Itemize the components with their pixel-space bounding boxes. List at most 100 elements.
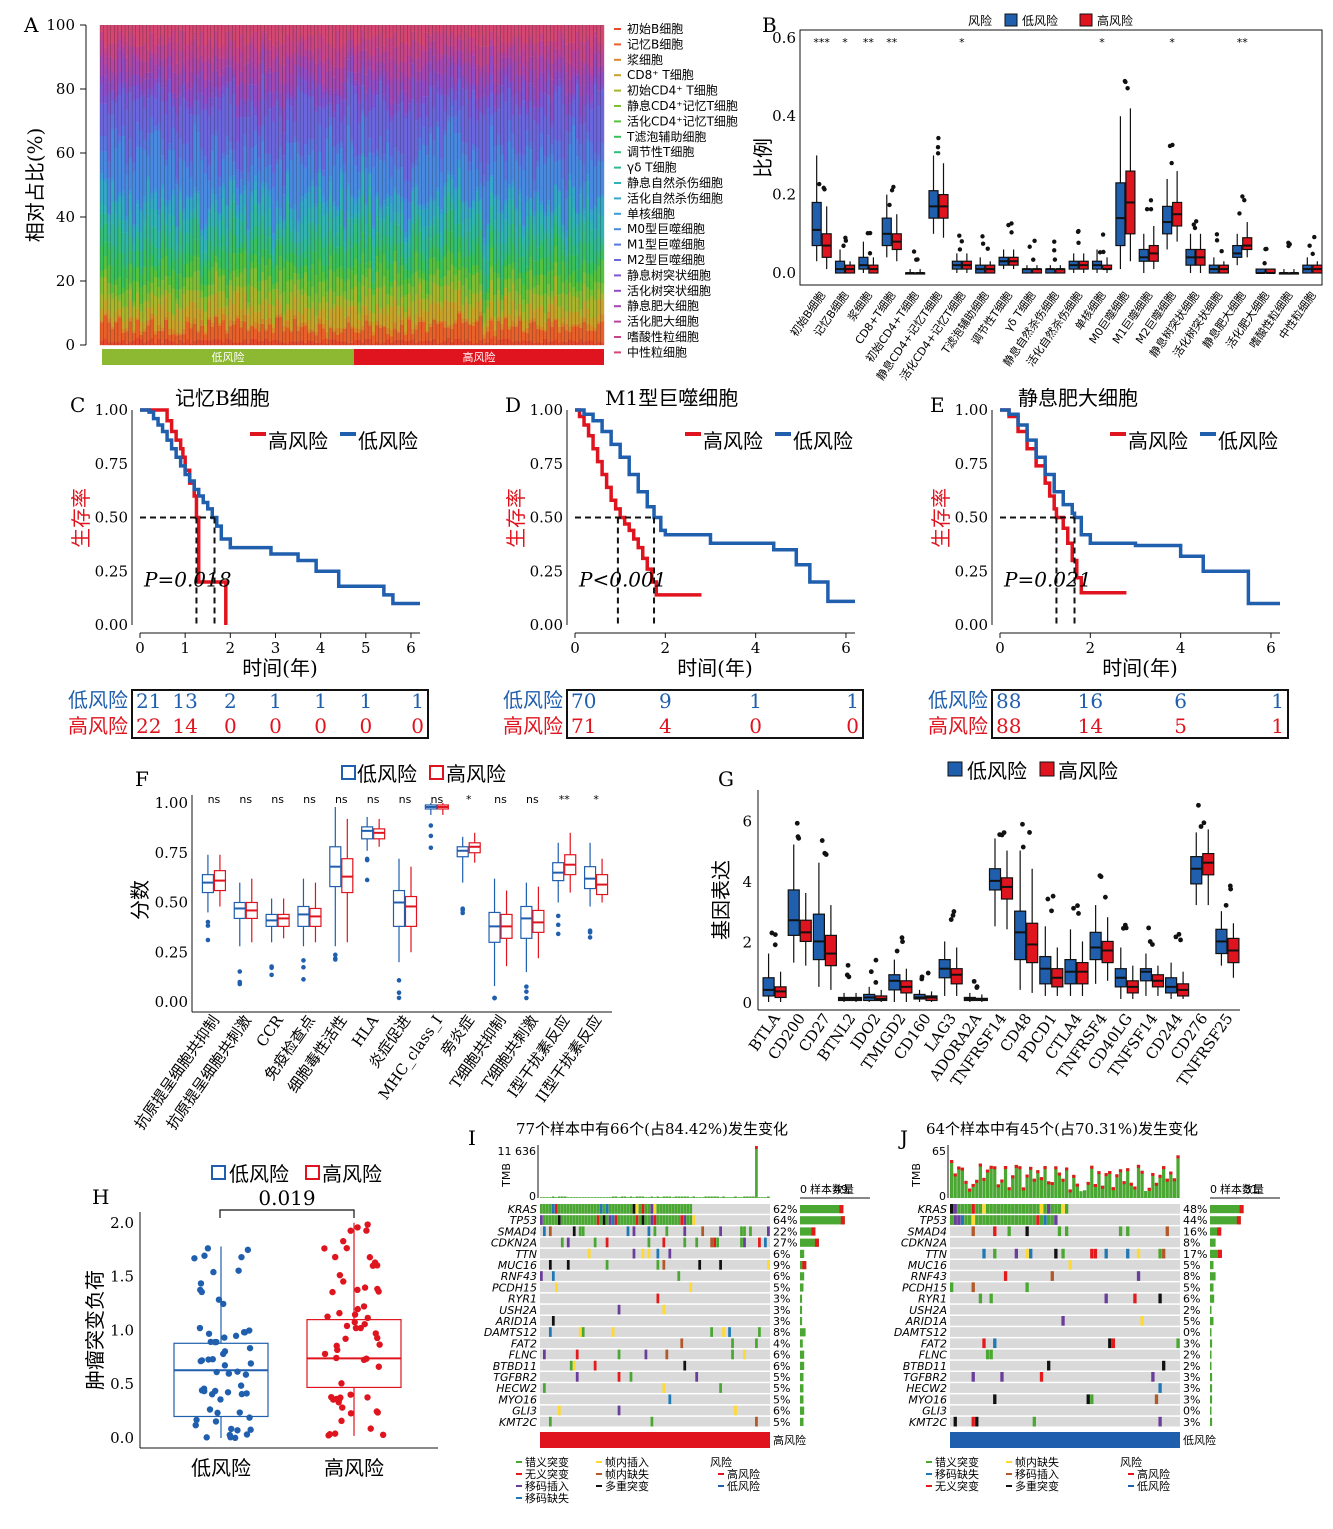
a-bar-segment [171,341,176,346]
a-bar-segment [475,272,480,294]
a-bar-segment [239,171,244,180]
a-bar-segment [242,191,247,206]
a-bar-segment [464,76,469,82]
a-bar-segment [185,290,190,307]
a-bar-segment [364,156,369,169]
a-bar-segment [192,255,197,272]
a-bar-segment [328,43,333,60]
a-bar-segment [307,223,312,246]
a-bar-segment [532,86,537,108]
a-bar-segment [385,142,390,195]
a-bar-segment [389,203,394,223]
a-bar-segment [532,309,537,318]
a-legend-label: M1型巨噬细胞 [627,237,705,252]
a-bar-segment [110,182,115,203]
a-bar-segment [546,271,551,285]
a-bar-segment [296,267,301,274]
a-bar-segment [210,134,215,151]
C-x-tick-label: 3 [271,639,281,657]
J-mut-cell [971,1226,975,1237]
a-bar-segment [178,93,183,106]
J-tmb-bar-top [1136,1164,1141,1168]
a-bar-segment [425,96,430,117]
a-bar-segment [389,329,394,337]
a-bar-segment [103,256,108,270]
C-x-tick-label: 4 [316,639,326,657]
a-bar-segment [439,246,444,254]
a-bar-segment [511,115,515,134]
a-bar-segment [461,322,465,343]
a-bar-segment [568,217,573,237]
a-bar-segment [589,67,594,76]
a-bar-segment [200,275,204,284]
I-mut-cell [767,1226,770,1237]
a-bar-segment [210,150,215,188]
I-mut-cell [554,1282,558,1293]
a-bar-segment [164,84,169,101]
a-bar-segment [371,79,376,95]
a-bar-segment [335,52,340,70]
a-bar-segment [518,165,522,190]
a-bar-segment [371,228,376,240]
a-bar-segment [142,42,147,62]
a-legend-label: 单核细胞 [627,207,675,221]
a-bar-segment [471,325,476,344]
J-mut-cell [1057,1204,1062,1214]
a-bar-segment [153,295,158,316]
g-outlier [823,852,829,857]
a-bar-segment [346,279,351,301]
J-mut-cell [967,1204,972,1214]
J-mut-cell [1104,1293,1108,1304]
J-tmb-bar [1072,1174,1076,1198]
a-bar-segment [475,120,480,148]
a-bar-segment [550,340,555,346]
a-bar-segment [410,333,415,340]
a-bar-segment [139,147,144,209]
a-bar-segment [550,144,555,154]
a-bar-segment [328,242,333,256]
a-bar-segment [525,130,530,147]
a-bar-segment [464,321,469,340]
a-bar-segment [432,86,437,108]
a-bar-segment [214,339,219,346]
a-bar-segment [121,267,126,288]
a-bar-segment [378,209,383,219]
a-bar-segment [339,332,344,342]
a-bar-segment [439,75,444,89]
a-bar-segment [260,256,265,273]
a-bar-segment [536,77,540,99]
I-mut-cell [614,1204,618,1214]
a-bar-segment [385,194,390,199]
a-bar-segment [421,251,426,261]
a-bar-segment [582,207,587,212]
I-mut-cell [587,1204,591,1214]
a-bar-segment [368,338,372,346]
I-mut-cell [683,1215,687,1225]
a-bar-segment [110,177,115,183]
a-bar-segment [432,338,437,346]
J-tmb-bar-top [1118,1169,1123,1173]
a-bar-segment [486,164,490,182]
a-bar-segment [596,73,601,91]
h-point [351,1319,358,1326]
a-bar-segment [192,214,197,219]
J-mut-cell [960,1215,965,1225]
a-bar-segment [407,46,412,57]
a-bar-segment [393,225,397,243]
a-bar-segment [425,82,430,97]
a-bar-segment [364,338,369,346]
a-bar-segment [293,242,297,248]
a-bar-segment [160,100,165,140]
a-bar-segment [439,320,444,323]
a-bar-segment [428,86,433,128]
a-bar-segment [378,218,383,226]
f-outlier [333,952,338,958]
a-bar-segment [339,188,344,212]
g-outlier [1020,844,1026,850]
a-bar-segment [586,198,590,221]
J-tmb-bar [993,1166,997,1198]
a-bar-segment [407,243,412,259]
I-mut-cell [557,1405,561,1416]
g-legend-label-high: 高风险 [1058,759,1118,783]
